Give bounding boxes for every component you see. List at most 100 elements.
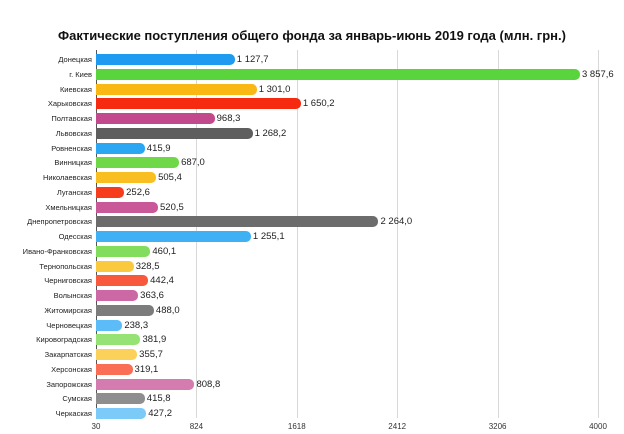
bar-row: Закарпатская 355,7 xyxy=(0,349,624,360)
category-label: Ровненская xyxy=(51,143,92,153)
bar-row: Кировоградская 381,9 xyxy=(0,334,624,346)
bar xyxy=(96,408,147,419)
category-label: Черниговская xyxy=(44,276,92,286)
category-label: Николаевская xyxy=(42,173,92,182)
value-label: 1 255,1 xyxy=(252,231,285,242)
bar xyxy=(96,334,141,346)
bar-row: Одесская 1 255,1 xyxy=(0,231,624,242)
bar xyxy=(96,378,195,390)
bar-row: Ивано-Франковская 460,1 xyxy=(0,245,624,257)
category-label: Запорожская xyxy=(46,379,92,389)
bar xyxy=(96,83,257,95)
bar xyxy=(96,216,379,228)
x-tick-label: 30 xyxy=(91,422,101,431)
bar xyxy=(96,363,133,375)
value-label: 319,1 xyxy=(134,363,159,375)
bar-row: Киевская 1 301,0 xyxy=(0,83,624,95)
category-label: Волынская xyxy=(53,291,92,300)
bar-row: Черновецкая 238,3 xyxy=(0,319,624,331)
category-label: Харьковская xyxy=(47,99,92,109)
x-tick-label: 1618 xyxy=(287,422,306,431)
bar-row: г. Киев 3 857,6 xyxy=(0,68,624,80)
bar xyxy=(96,231,251,242)
bar-row: Днепропетровская 2 264,0 xyxy=(0,216,624,228)
value-label: 427,2 xyxy=(148,408,172,419)
value-label: 415,8 xyxy=(146,393,171,405)
bar-row: Хмельницкая 520,5 xyxy=(0,201,624,213)
category-label: Луганская xyxy=(56,187,92,197)
bar xyxy=(96,54,235,65)
category-label: Полтавская xyxy=(51,114,92,123)
bar-row: Черниговская 442,4 xyxy=(0,275,624,287)
category-label: Херсонская xyxy=(51,364,92,374)
value-label: 687,0 xyxy=(181,157,205,169)
value-label: 363,6 xyxy=(140,290,164,301)
category-label: Житомирская xyxy=(44,305,92,315)
bar xyxy=(96,319,123,331)
value-label: 460,1 xyxy=(152,245,177,257)
bar-row: Житомирская 488,0 xyxy=(0,304,624,316)
value-label: 3 857,6 xyxy=(581,68,614,80)
category-label: Черкаская xyxy=(55,409,92,418)
value-label: 252,6 xyxy=(126,186,150,198)
bar-row: Тернопольская 328,5 xyxy=(0,260,624,272)
category-label: Закарпатская xyxy=(44,350,92,359)
value-label: 238,3 xyxy=(124,319,149,331)
bar xyxy=(96,201,159,213)
category-label: Одесская xyxy=(58,232,92,241)
gridline xyxy=(498,50,499,418)
value-label: 1 127,7 xyxy=(236,54,269,65)
bar xyxy=(96,142,145,154)
value-label: 442,4 xyxy=(150,275,174,287)
value-label: 1 268,2 xyxy=(254,127,287,139)
bar xyxy=(96,349,138,360)
bar xyxy=(96,393,145,405)
bar xyxy=(96,304,154,316)
category-label: Донецкая xyxy=(58,55,92,64)
x-tick-label: 4000 xyxy=(589,422,607,431)
category-label: Черновецкая xyxy=(46,320,92,330)
bar-row: Херсонская 319,1 xyxy=(0,363,624,375)
x-tick-label: 824 xyxy=(189,422,204,431)
bar-row: Винницкая 687,0 xyxy=(0,157,624,169)
category-label: Тернопольская xyxy=(39,261,92,271)
value-label: 505,4 xyxy=(158,172,182,183)
bar-row: Луганская 252,6 xyxy=(0,186,624,198)
bar xyxy=(96,290,139,301)
value-label: 488,0 xyxy=(155,304,180,316)
bar xyxy=(96,127,253,139)
bar xyxy=(96,186,125,198)
category-label: Винницкая xyxy=(54,158,92,168)
category-label: Ивано-Франковская xyxy=(22,246,92,256)
bar xyxy=(96,98,301,110)
category-label: Киевская xyxy=(59,84,92,94)
value-label: 520,5 xyxy=(160,201,184,213)
value-label: 2 264,0 xyxy=(380,216,413,228)
gridline xyxy=(598,50,599,418)
bar xyxy=(96,275,149,287)
bar-row: Донецкая 1 127,7 xyxy=(0,54,624,65)
category-label: Сумская xyxy=(62,394,92,404)
bar-row: Харьковская 1 650,2 xyxy=(0,98,624,110)
gridline xyxy=(297,50,298,418)
value-label: 1 650,2 xyxy=(302,98,335,110)
bar-row: Николаевская 505,4 xyxy=(0,172,624,183)
bar xyxy=(96,260,134,272)
bar-row: Ровненская 415,9 xyxy=(0,142,624,154)
bar xyxy=(96,172,157,183)
category-label: Кировоградская xyxy=(36,335,92,345)
bar xyxy=(96,68,580,80)
x-tick-label: 3206 xyxy=(488,422,507,431)
bar xyxy=(96,157,180,169)
category-label: Днепропетровская xyxy=(27,217,92,227)
bar-row: Волынская 363,6 xyxy=(0,290,624,301)
bar-row: Львовская 1 268,2 xyxy=(0,127,624,139)
value-label: 415,9 xyxy=(146,142,171,154)
bar-row: Полтавская 968,3 xyxy=(0,113,624,124)
value-label: 355,7 xyxy=(139,349,163,360)
chart-title: Фактические поступления общего фонда за … xyxy=(58,28,566,43)
category-label: Львовская xyxy=(55,128,92,138)
x-tick-label: 2412 xyxy=(388,422,407,431)
value-label: 808,8 xyxy=(196,378,221,390)
